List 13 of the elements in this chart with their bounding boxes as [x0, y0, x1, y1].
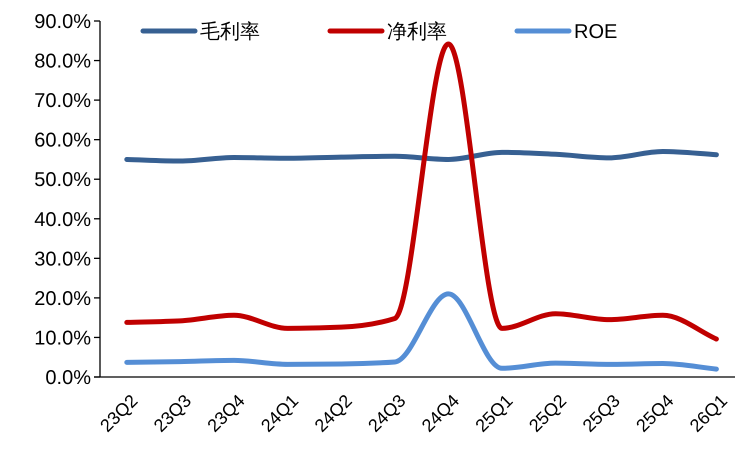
- y-tick-label: 20.0%: [34, 288, 92, 310]
- y-tick-label: 10.0%: [34, 327, 92, 350]
- y-tick-label: 60.0%: [34, 130, 92, 152]
- legend-label: ROE: [574, 21, 618, 43]
- y-tick-label: 90.0%: [34, 11, 92, 33]
- y-tick-label: 50.0%: [34, 169, 92, 192]
- legend-label: 毛利率: [200, 21, 260, 43]
- y-tick-label: 0.0%: [45, 367, 92, 389]
- y-tick-label: 80.0%: [34, 50, 92, 73]
- y-tick-label: 70.0%: [34, 90, 92, 112]
- y-tick-label: 30.0%: [34, 248, 92, 270]
- y-tick-label: 40.0%: [34, 208, 92, 231]
- legend-label: 净利率: [387, 21, 447, 43]
